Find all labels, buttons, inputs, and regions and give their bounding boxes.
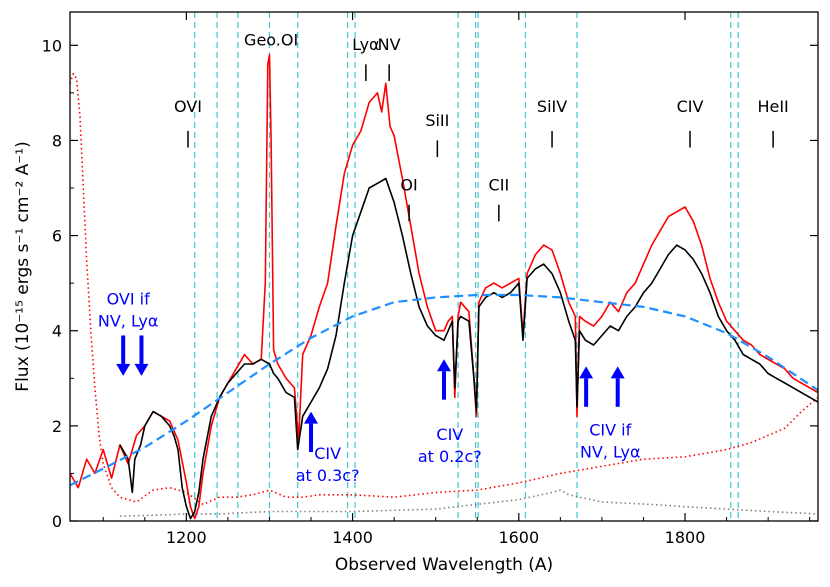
x-tick-label: 1600 (498, 528, 539, 547)
x-axis-title: Observed Wavelength (A) (335, 555, 553, 575)
annotation-arrow-head (610, 366, 625, 379)
series-red-spectrum (70, 53, 818, 520)
y-tick-label: 10 (42, 36, 62, 55)
y-tick-label: 4 (52, 322, 62, 341)
annotation-text: CIV (314, 444, 341, 463)
annotation-arrow-head (116, 363, 131, 376)
annotation-text: OVI if (107, 290, 151, 309)
plot-background (70, 12, 818, 521)
x-tick-label: 1200 (166, 528, 207, 547)
y-axis-title: Flux (10⁻¹⁵ ergs s⁻¹ cm⁻² A⁻¹) (13, 141, 33, 391)
annotations: OVI if NV, Lyα CIV at 0.3c? CIV at 0.2c? CIV i… (98, 290, 641, 486)
y-tick-label: 0 (52, 512, 62, 531)
axes-frame (69, 11, 819, 522)
line-label-SiII: SiII (425, 111, 449, 130)
annotation-arrow-head (437, 359, 451, 372)
series-continuum-fit (70, 293, 818, 487)
annotation-arrow-head (134, 363, 149, 376)
annotation-text: NV, Lyα (580, 442, 641, 461)
line-label-SiIV: SiIV (537, 97, 567, 116)
line-label-Ly: Lyα (352, 35, 379, 54)
y-tick-label: 2 (52, 417, 62, 436)
x-tick-label: 1400 (332, 528, 373, 547)
line-label-HeII: HeII (757, 97, 788, 116)
annotation-text: CIV (436, 425, 463, 444)
annotation-arrow-head (304, 411, 319, 424)
x-tick-label: 1800 (665, 528, 706, 547)
annotation-text: NV, Lyα (98, 312, 159, 331)
annotation-text: CIV if (589, 420, 631, 439)
line-label-CII: CII (489, 175, 510, 194)
line-label-GeoOI: Geo.OI (244, 30, 298, 49)
series-layer (70, 53, 818, 520)
axes: 1200 1400 1600 1800 0 2 4 6 8 10 Observed Waveleng… (13, 11, 819, 575)
plot-area (70, 12, 818, 521)
annotation-text: at 0.2c? (418, 447, 482, 466)
y-tick-label: 6 (52, 227, 62, 246)
line-label-OI: OI (400, 175, 417, 194)
line-label-OVI: OVI (174, 97, 202, 116)
line-label-NV: NV (378, 35, 401, 54)
annotation-text: at 0.3c? (296, 466, 360, 485)
y-tick-label: 8 (52, 131, 62, 150)
line-label-CIV: CIV (677, 97, 704, 116)
annotation-arrow-head (579, 366, 594, 379)
series-black-spectrum (119, 177, 818, 520)
